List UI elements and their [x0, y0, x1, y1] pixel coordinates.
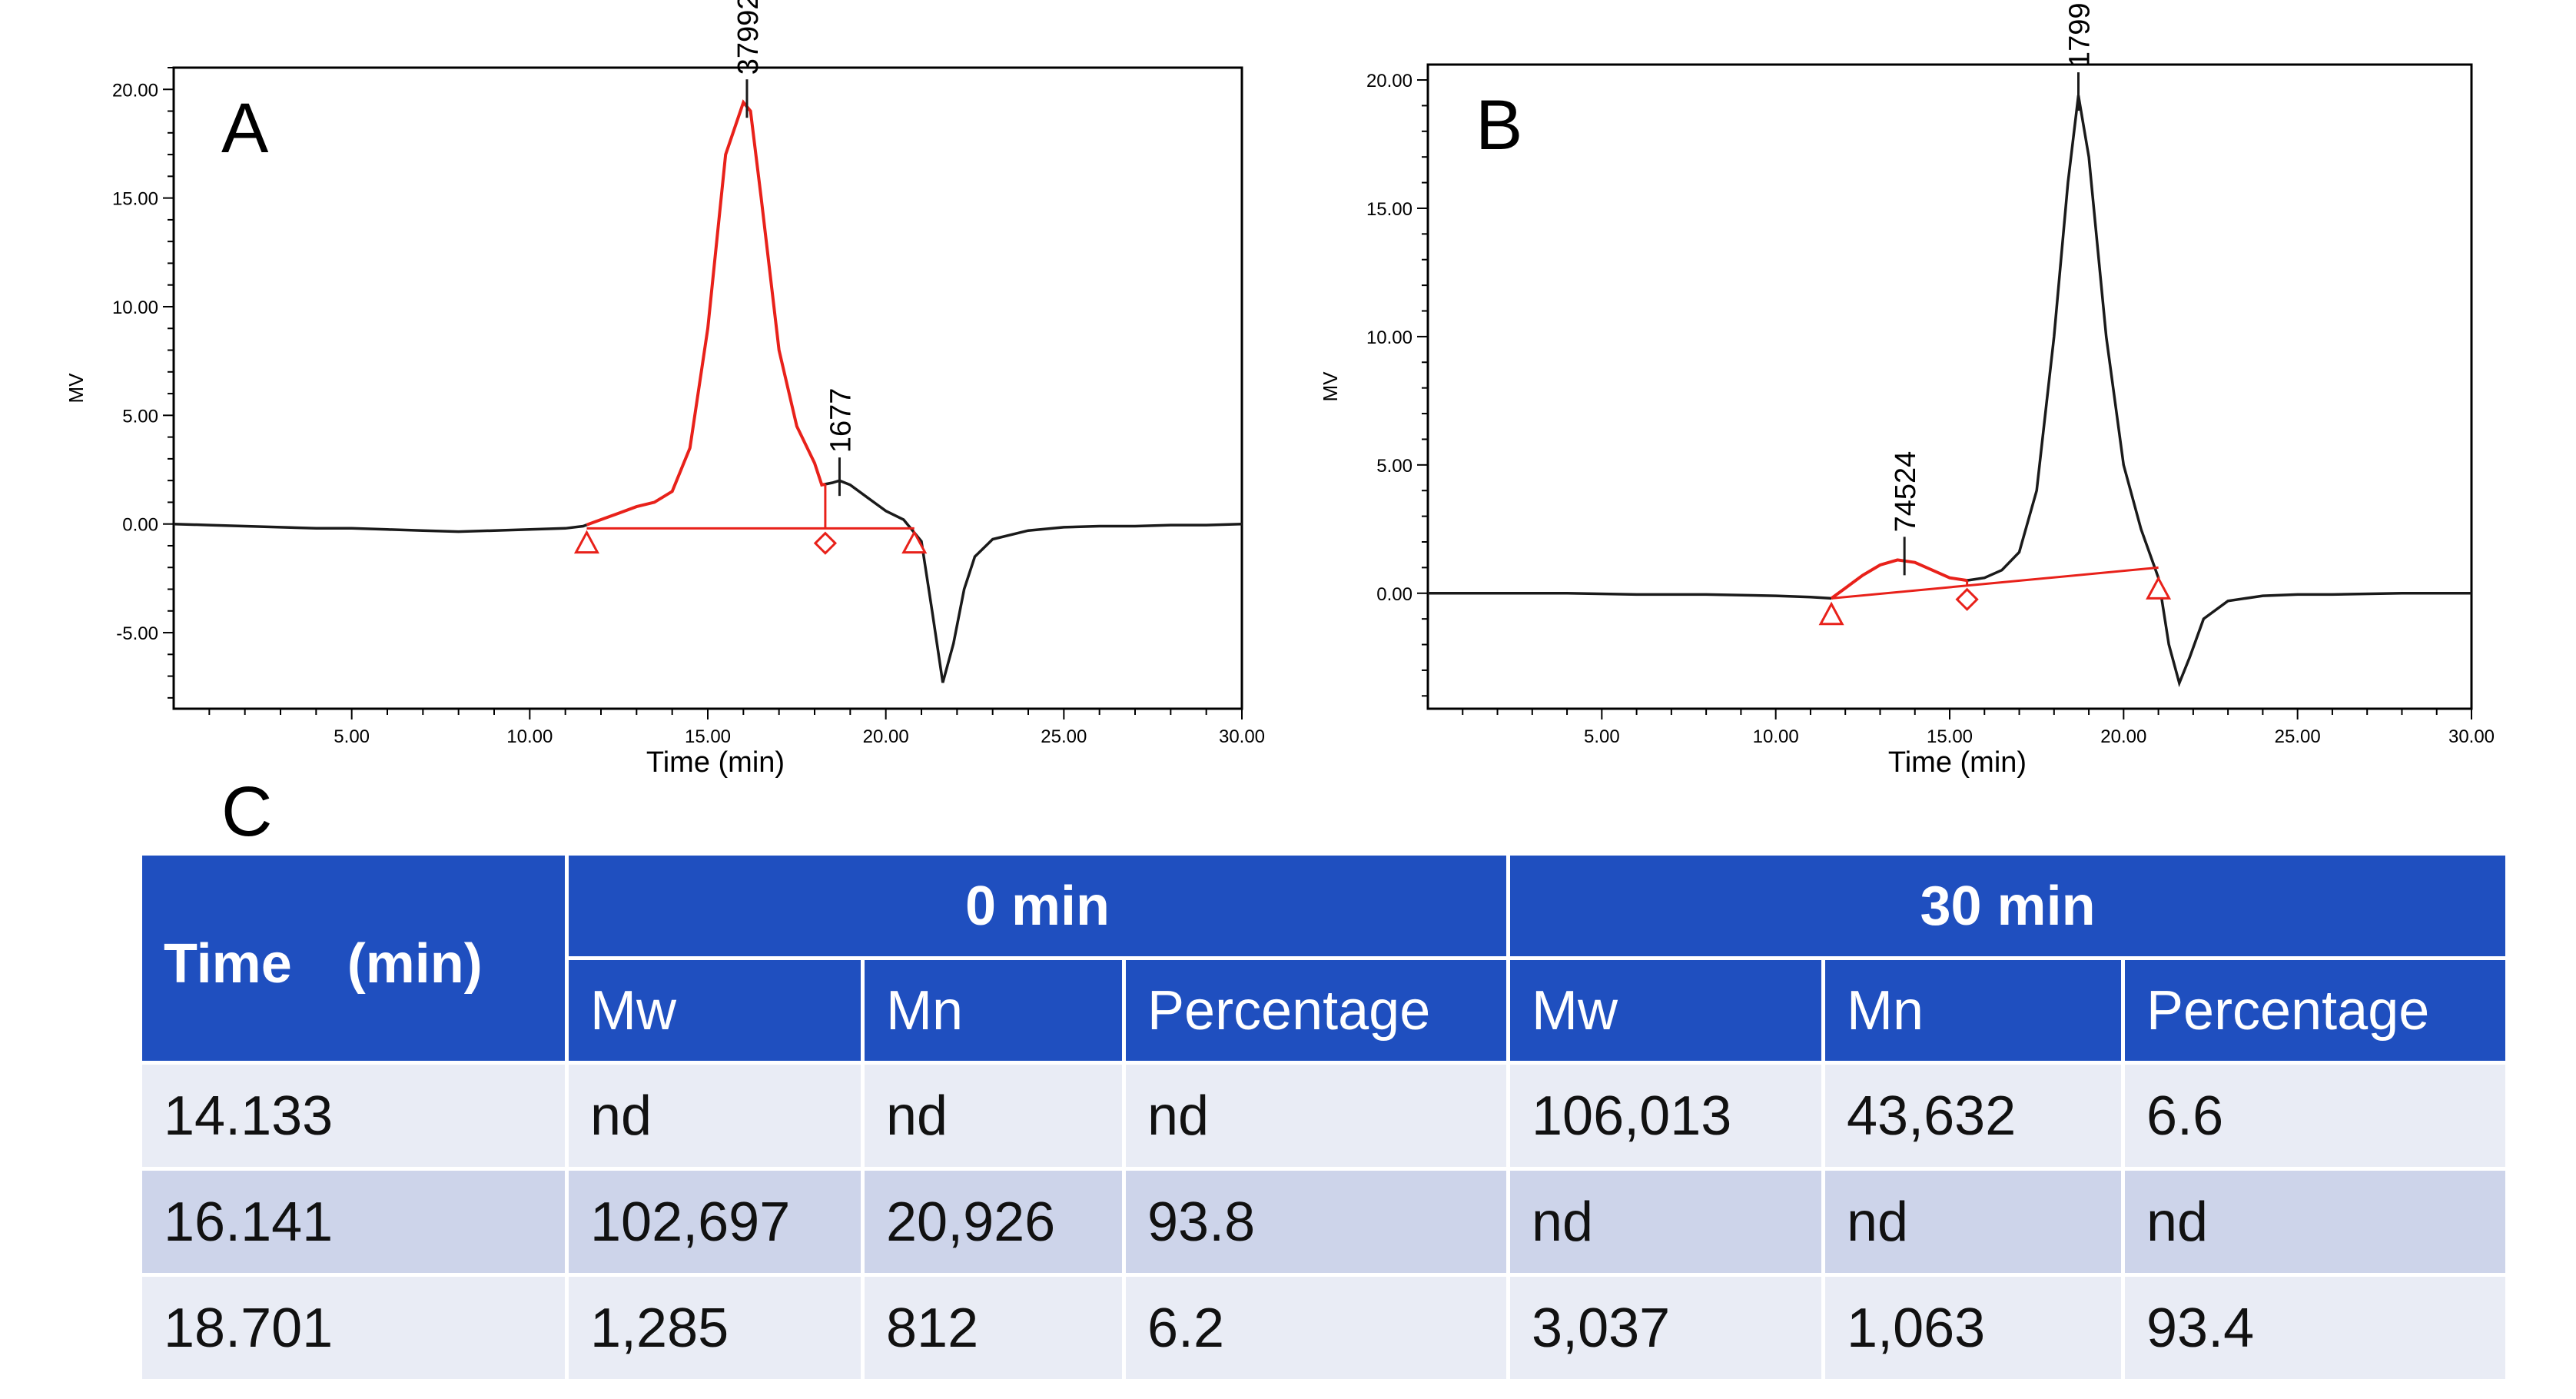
marker-triangle: [573, 530, 599, 554]
chart-a: 5.00 10.00 15.00 20.00 25.00 30.00 -5.00 0.00 5.…: [65, 0, 1265, 779]
table-cell: nd: [1506, 1167, 1826, 1277]
y-axis-label: MV: [1319, 371, 1342, 402]
y-tick-label: 10.00: [1366, 327, 1412, 348]
marker-triangle: [1818, 601, 1844, 626]
trace-line-black: [1428, 592, 1832, 600]
table-cell: nd: [1121, 1061, 1511, 1171]
panel-label-c: C: [221, 773, 273, 851]
table-cell: 20,926: [861, 1167, 1126, 1277]
y-tick-label: 15.00: [112, 189, 158, 210]
peak-label: 74524: [1890, 451, 1922, 533]
group-header-0-min: 0 min: [564, 852, 1511, 960]
y-tick-label: 10.00: [112, 297, 158, 318]
table-cell: 16.141: [138, 1167, 569, 1277]
marker-triangle: [901, 530, 928, 554]
y-tick-label: 20.00: [1366, 71, 1412, 91]
y-axis-label: MV: [65, 373, 88, 404]
x-tick-label: 25.00: [2275, 726, 2321, 747]
peak-label: 37992: [732, 0, 765, 75]
baseline-line: [1831, 566, 2159, 600]
x-tick-label: 10.00: [506, 726, 553, 747]
table-cell: 812: [861, 1273, 1126, 1383]
x-tick-label: 20.00: [2100, 726, 2146, 747]
trace-line-black: [173, 522, 588, 533]
table-cell: 1,285: [565, 1273, 865, 1383]
x-axis-label: Time (min): [1888, 746, 2027, 779]
table-cell: 106,013: [1506, 1061, 1826, 1171]
table-cell: 43,632: [1821, 1061, 2126, 1171]
x-axis-label: Time (min): [646, 746, 785, 779]
table-row: 18.701 1,285 812 6.2 3,037 1,063 93.4: [138, 1273, 2510, 1383]
table-row: 16.141 102,697 20,926 93.8 nd nd nd: [138, 1167, 2510, 1277]
table-cell: 14.133: [138, 1061, 569, 1171]
x-tick-label: 30.00: [2448, 726, 2495, 747]
x-tick-label: 15.00: [1927, 726, 1973, 747]
col-header-percentage-30: Percentage: [2121, 956, 2510, 1065]
table-cell: 6.6: [2121, 1061, 2510, 1171]
table-row: 14.133 nd nd nd 106,013 43,632 6.6: [138, 1061, 2510, 1171]
y-tick-label: 20.00: [112, 80, 158, 101]
col-header-mn-30: Mn: [1821, 956, 2126, 1065]
plot-frame: [1426, 63, 2473, 710]
marker-triangle: [2146, 576, 2172, 600]
peak-label: 1677: [825, 388, 857, 454]
panel-label-a: A: [221, 89, 269, 168]
table-cell: 93.4: [2121, 1273, 2510, 1383]
y-tick-label: 5.00: [122, 406, 158, 427]
time-header: Time (min): [138, 852, 569, 1065]
trace-line-black: [825, 479, 1243, 683]
col-header-mw-0: Mw: [565, 956, 865, 1065]
peak-label: 1799: [2063, 3, 2096, 68]
table-cell: 18.701: [138, 1273, 569, 1383]
table-cell: nd: [1821, 1167, 2126, 1277]
y-tick-label: -5.00: [116, 623, 158, 644]
x-tick-label: 10.00: [1753, 726, 1799, 747]
table-cell: 102,697: [565, 1167, 865, 1277]
y-tick-label: 15.00: [1366, 199, 1412, 220]
col-header-mn-0: Mn: [861, 956, 1126, 1065]
table-cell: nd: [861, 1061, 1126, 1171]
chart-b: 5.00 10.00 15.00 20.00 25.00 30.00 0.00 5.00 10.…: [1319, 3, 2495, 779]
panel-label-b: B: [1476, 86, 1522, 164]
col-header-mw-30: Mw: [1506, 956, 1826, 1065]
x-tick-label: 30.00: [1219, 726, 1265, 747]
trace-line-red: [1830, 558, 1967, 600]
col-header-percentage-0: Percentage: [1121, 956, 1511, 1065]
table-cell: 1,063: [1821, 1273, 2126, 1383]
x-tick-label: 25.00: [1041, 726, 1087, 747]
x-tick-label: 15.00: [685, 726, 731, 747]
trace-line-red: [586, 99, 826, 527]
table-cell: nd: [565, 1061, 865, 1171]
table-cell: 6.2: [1121, 1273, 1511, 1383]
y-tick-label: 0.00: [1376, 584, 1412, 605]
plot-frame: [172, 66, 1243, 710]
marker-diamond: [1955, 587, 1979, 611]
marker-diamond: [813, 531, 838, 555]
results-table: Time (min) 0 min 30 min Mw Mn Percentage…: [138, 852, 2510, 1383]
x-tick-label: 5.00: [1584, 726, 1620, 747]
table-cell: 93.8: [1121, 1167, 1511, 1277]
y-tick-label: 5.00: [1376, 456, 1412, 477]
table-cell: nd: [2121, 1167, 2510, 1277]
y-tick-label: 0.00: [122, 515, 158, 536]
table-cell: 3,037: [1506, 1273, 1826, 1383]
group-header-30-min: 30 min: [1506, 852, 2510, 960]
trace-line-black: [1967, 95, 2471, 688]
x-tick-label: 5.00: [334, 726, 370, 747]
x-tick-label: 20.00: [863, 726, 909, 747]
